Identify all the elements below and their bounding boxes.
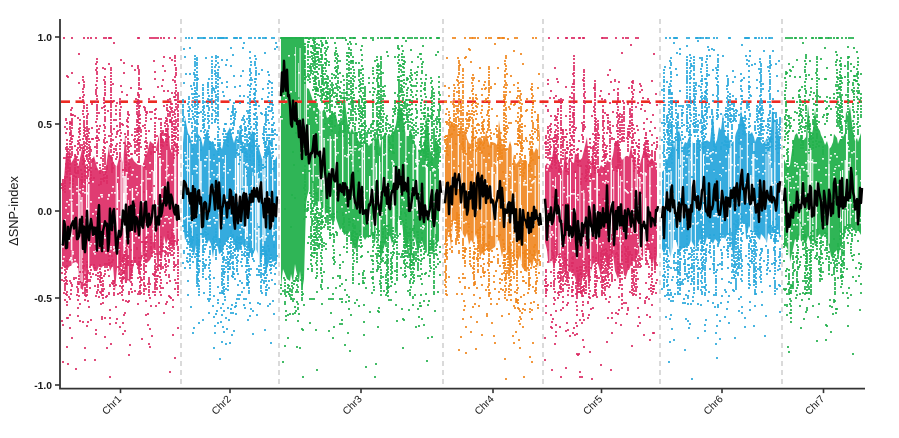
- svg-text:ΔSNP-index: ΔSNP-index: [6, 176, 21, 246]
- svg-text:-1.0: -1.0: [34, 381, 52, 392]
- svg-text:-0.5: -0.5: [34, 294, 52, 305]
- svg-text:0.0: 0.0: [38, 207, 53, 218]
- svg-text:1.0: 1.0: [38, 33, 53, 44]
- svg-text:0.5: 0.5: [38, 120, 53, 131]
